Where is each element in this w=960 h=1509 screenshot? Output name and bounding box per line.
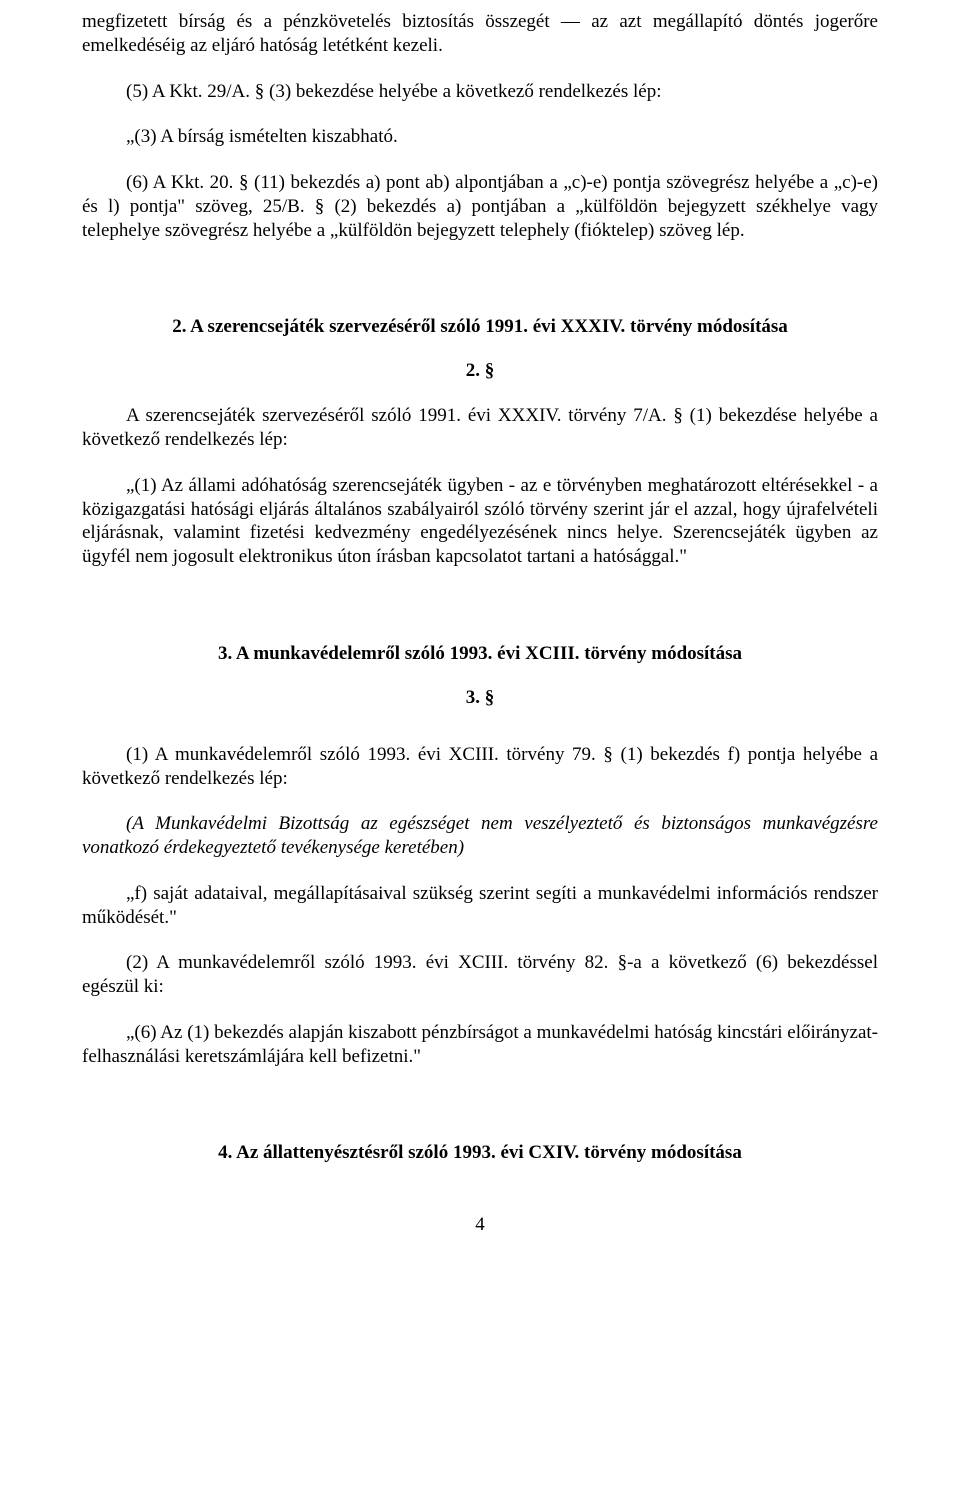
paragraph-quote-f: „f) saját adataival, megállapításaival s… <box>82 882 878 930</box>
paragraph-3-2: (2) A munkavédelemről szóló 1993. évi XC… <box>82 951 878 999</box>
heading-section-3: 3. A munkavédelemről szóló 1993. évi XCI… <box>82 643 878 665</box>
heading-section-4: 4. Az állattenyésztésről szóló 1993. évi… <box>82 1142 878 1164</box>
paragraph-6: (6) A Kkt. 20. § (11) bekezdés a) pont a… <box>82 171 878 242</box>
paragraph-quote-3: „(3) A bírság ismételten kiszabható. <box>82 125 878 149</box>
paragraph-5: (5) A Kkt. 29/A. § (3) bekezdése helyébe… <box>82 80 878 104</box>
page-number: 4 <box>82 1214 878 1236</box>
section-number-3: 3. § <box>82 687 878 709</box>
paragraph-3-1: (1) A munkavédelemről szóló 1993. évi XC… <box>82 743 878 791</box>
section-number-2: 2. § <box>82 360 878 382</box>
paragraph-intro-2: A szerencsejáték szervezéséről szóló 199… <box>82 404 878 452</box>
paragraph-italic-context: (A Munkavédelmi Bizottság az egészséget … <box>82 812 878 860</box>
paragraph-quote-6: „(6) Az (1) bekezdés alapján kiszabott p… <box>82 1021 878 1069</box>
paragraph-continuation: megfizetett bírság és a pénzkövetelés bi… <box>82 10 878 58</box>
heading-section-2: 2. A szerencsejáték szervezéséről szóló … <box>82 316 878 338</box>
paragraph-quote-1: „(1) Az állami adóhatóság szerencsejáték… <box>82 474 878 569</box>
